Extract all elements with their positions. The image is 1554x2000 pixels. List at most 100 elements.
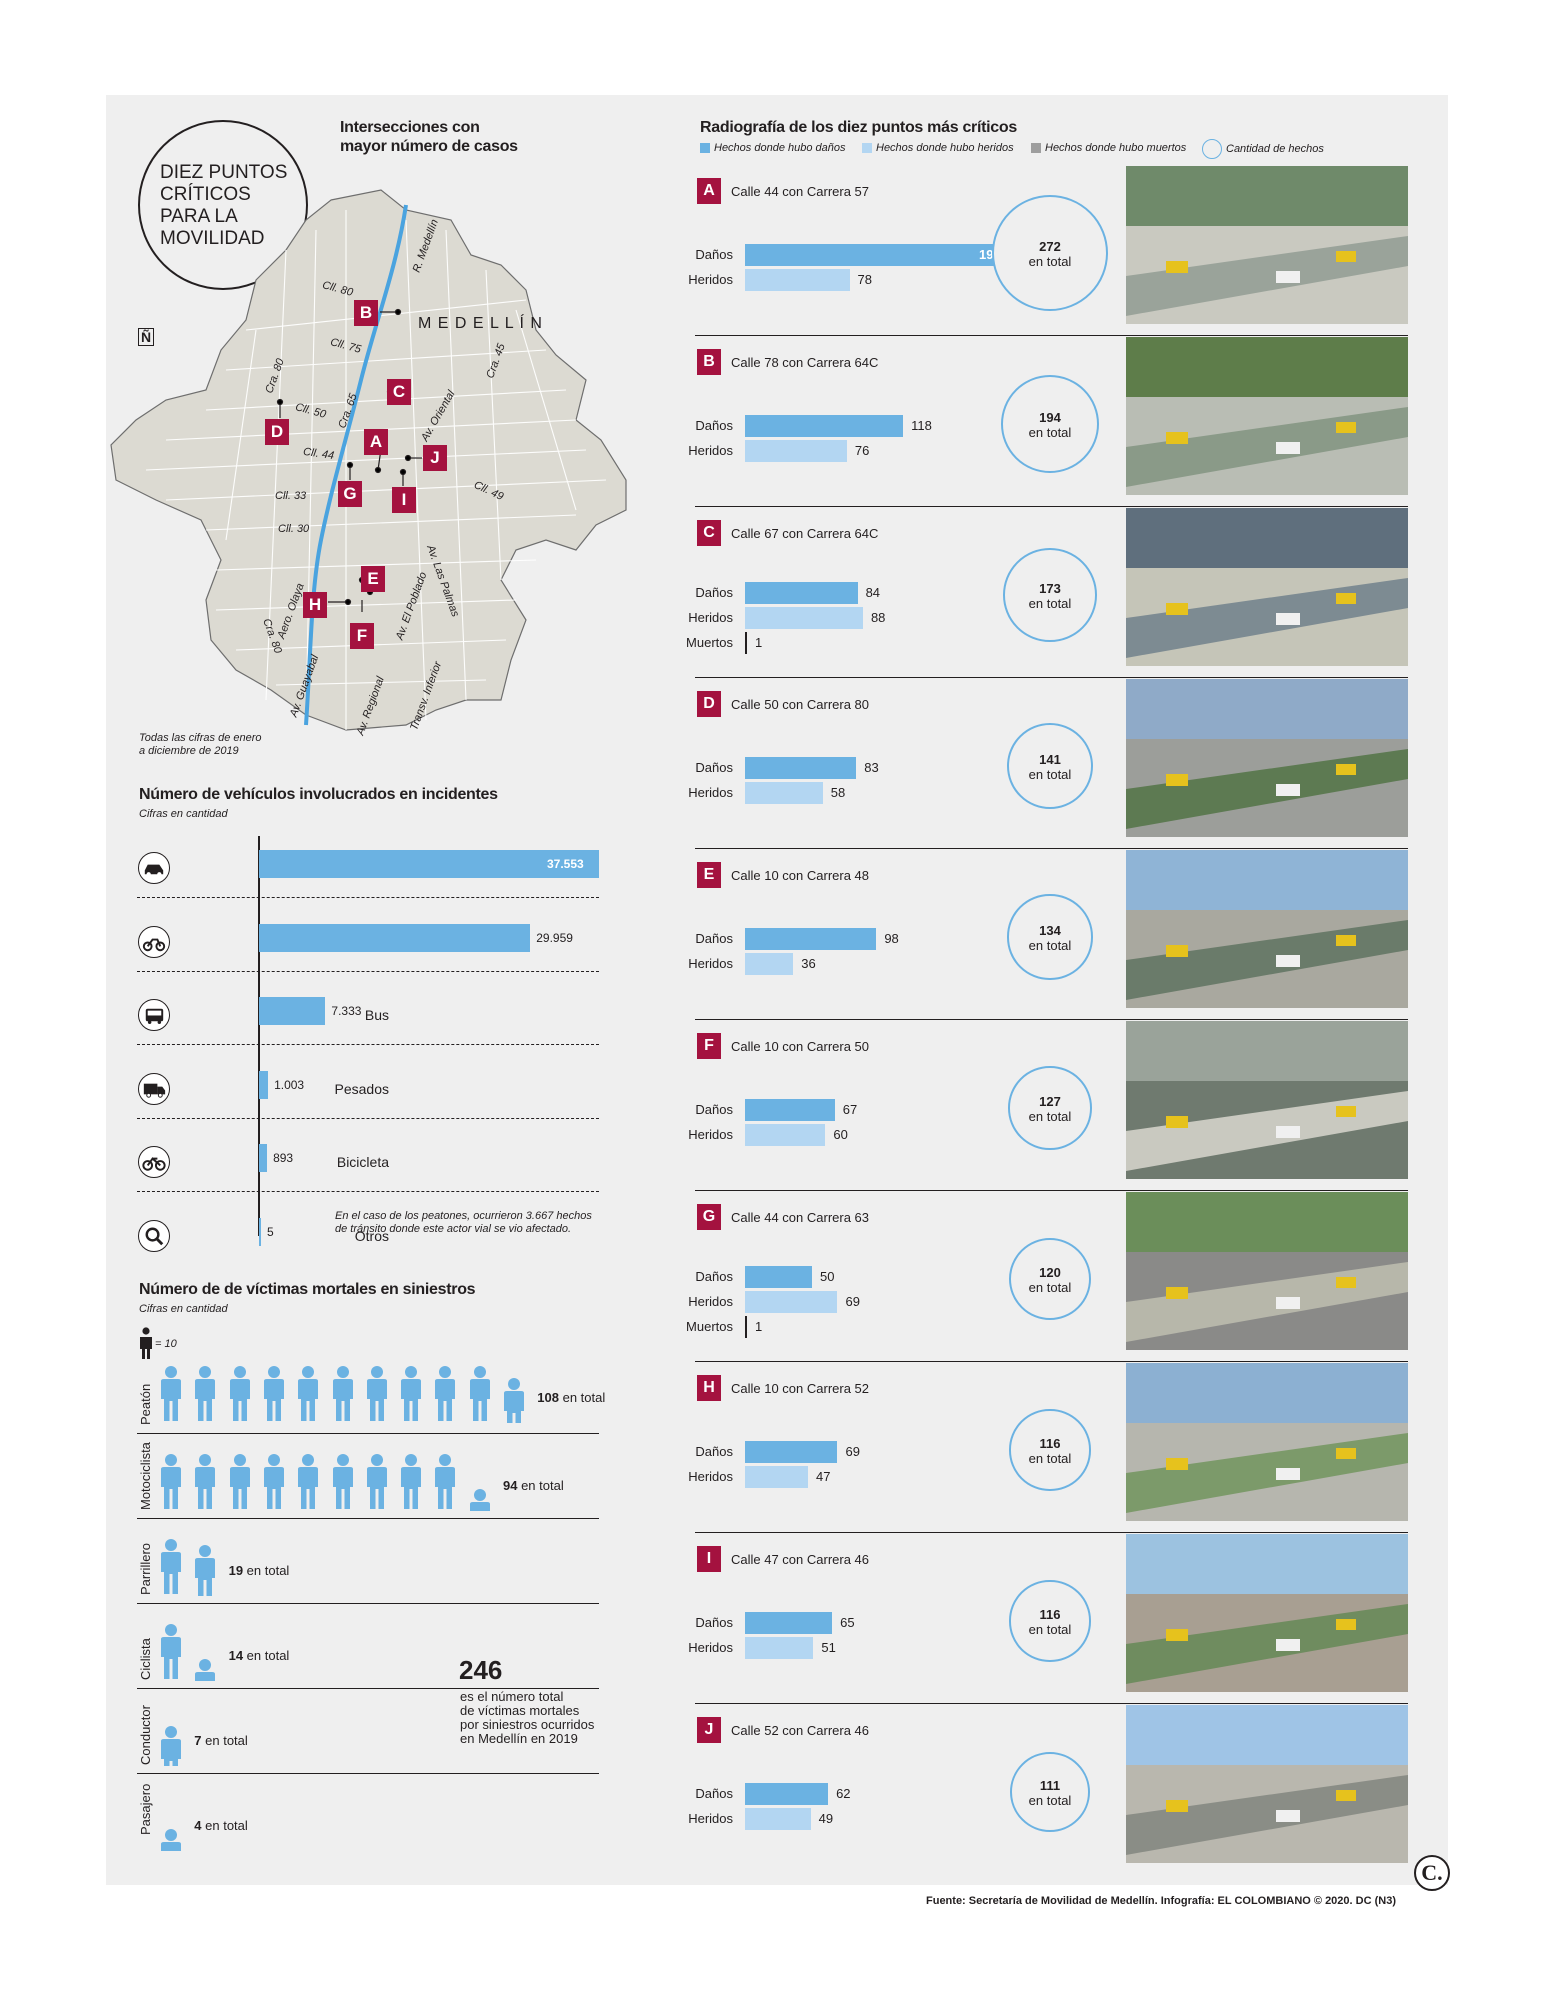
victim-total: 7 en total <box>194 1733 248 1748</box>
victims-subtitle: Cifras en cantidad <box>139 1303 228 1315</box>
map-marker-i[interactable]: I <box>392 487 416 513</box>
map-marker-b[interactable]: B <box>354 300 378 326</box>
point-total-value: 134 <box>1039 922 1061 938</box>
point-row-label: Daños <box>695 1786 733 1801</box>
intersection-photo <box>1126 1705 1408 1863</box>
map-marker-a[interactable]: A <box>364 429 388 455</box>
point-bar-value: 47 <box>815 1469 831 1484</box>
person-icon <box>295 1365 321 1423</box>
legend-label: Hechos donde hubo heridos <box>876 142 1014 154</box>
street-label: Cll. 33 <box>275 490 307 502</box>
victim-total: 94 en total <box>503 1478 564 1493</box>
point-total-ring: 173 en total <box>1003 548 1097 642</box>
point-total-ring: 194 en total <box>1000 374 1100 474</box>
map-marker-h[interactable]: H <box>303 592 327 618</box>
vehicle-label: Bus <box>364 1007 389 1023</box>
person-icon <box>467 1488 493 1511</box>
victim-total-suffix: en total <box>243 1648 290 1663</box>
point-total-value: 141 <box>1039 751 1061 767</box>
point-total-suffix: en total <box>1028 1450 1072 1466</box>
victim-category: Pasajero <box>138 1783 153 1835</box>
vehicle-separator <box>137 897 599 898</box>
point-row-label: Heridos <box>688 1640 733 1655</box>
victim-total-suffix: en total <box>517 1478 564 1493</box>
point-bar-danos <box>745 1441 838 1463</box>
point-total-ring: 134 en total <box>1007 894 1093 980</box>
vehicle-label: Bicicleta <box>336 1154 389 1170</box>
map-note: Todas las cifras de enero a diciembre de… <box>139 732 262 758</box>
legend-swatch <box>1031 143 1041 154</box>
map-marker-e[interactable]: E <box>361 566 385 592</box>
el-colombiano-logo: C. <box>1414 1855 1450 1891</box>
point-bar-value: 58 <box>830 785 846 800</box>
person-icon <box>432 1365 458 1423</box>
point-bar-danos <box>745 1612 833 1634</box>
point-name: Calle 67 con Carrera 64C <box>731 526 879 541</box>
victim-total: 19 en total <box>229 1563 290 1578</box>
point-bar-value: 88 <box>870 610 886 625</box>
victims-row-separator <box>137 1773 599 1774</box>
point-bar-heridos <box>745 1291 838 1313</box>
victim-category: Motociclista <box>138 1442 153 1510</box>
point-name: Calle 44 con Carrera 57 <box>731 184 870 199</box>
point-bar-value: 69 <box>845 1444 860 1459</box>
point-bar-value: 1 <box>755 635 763 650</box>
point-bar-value: 49 <box>818 1811 834 1826</box>
legend-swatch <box>862 143 872 154</box>
critical-point-j: J Calle 52 con Carrera 46 Daños 62 Heridos 49… <box>688 1705 1408 1887</box>
map-title-line: MOVILIDAD <box>160 228 265 249</box>
point-bar-danos <box>745 1099 835 1121</box>
point-total-suffix: en total <box>1028 1621 1072 1637</box>
critical-point-a: A Calle 44 con Carrera 57 Daños 194 Heridos 7… <box>688 166 1408 348</box>
victims-total-caption: es el número total de víctimas mortales … <box>460 1690 594 1746</box>
point-letter: G <box>697 1204 721 1230</box>
map-street-grid <box>145 210 607 730</box>
point-letter: J <box>697 1717 721 1743</box>
point-bar-value: 118 <box>911 418 932 433</box>
point-row-label: Heridos <box>688 443 733 458</box>
victim-total-suffix: en total <box>243 1563 290 1578</box>
point-bar-muertos <box>745 1316 747 1338</box>
point-name: Calle 50 con Carrera 80 <box>731 697 870 712</box>
person-icon <box>158 1725 184 1766</box>
vehicles-title: Número de vehículos involucrados en inci… <box>139 786 498 803</box>
medellin-river <box>304 204 408 726</box>
point-row-label: Heridos <box>688 785 733 800</box>
map-note-line: a diciembre de 2019 <box>139 745 239 757</box>
vehicle-separator <box>137 1044 599 1045</box>
map-marker-j[interactable]: J <box>423 445 447 471</box>
victims-total-caption-line: por siniestros ocurridos <box>460 1717 595 1732</box>
map-marker-g[interactable]: G <box>338 481 362 507</box>
victim-total: 108 en total <box>537 1390 605 1405</box>
vehicle-bar <box>259 1217 261 1246</box>
point-name: Calle 52 con Carrera 46 <box>731 1723 870 1738</box>
point-total-suffix: en total <box>1028 595 1072 611</box>
victim-total-value: 108 <box>537 1390 559 1405</box>
point-total-ring: 141 en total <box>1006 722 1094 810</box>
north-arrow-icon: Ñ <box>138 328 155 346</box>
map-subtitle-line: mayor número de casos <box>340 138 518 155</box>
map-marker-f[interactable]: F <box>350 623 374 649</box>
map-marker-d[interactable]: D <box>265 419 289 445</box>
point-total-suffix: en total <box>1028 1793 1072 1808</box>
legend-label: Cantidad de hechos <box>1226 142 1324 155</box>
vehicle-row: Bus 7.333 <box>137 990 599 1063</box>
legend-danos: Hechos donde hubo daños <box>700 142 846 154</box>
point-total-value: 194 <box>1039 409 1061 425</box>
vehicle-bar <box>259 1144 268 1172</box>
map-marker-c[interactable]: C <box>387 379 411 405</box>
victim-total-value: 4 <box>194 1818 202 1833</box>
point-separator <box>695 506 1408 507</box>
victims-row-separator <box>137 1518 599 1519</box>
vehicle-bar <box>259 923 531 952</box>
point-letter: F <box>697 1033 721 1059</box>
point-total-value: 111 <box>1039 1778 1061 1793</box>
victims-total-caption-line: es el número total <box>460 1689 564 1704</box>
point-total-suffix: en total <box>1028 1108 1072 1124</box>
point-bar-value: 67 <box>842 1102 858 1117</box>
point-name: Calle 10 con Carrera 50 <box>731 1039 870 1054</box>
point-bar-heridos <box>745 1808 811 1830</box>
point-total-suffix: en total <box>1028 254 1072 269</box>
vehicles-subtitle: Cifras en cantidad <box>139 808 228 820</box>
critical-point-f: F Calle 10 con Carrera 50 Daños 67 Heridos 60… <box>688 1021 1408 1203</box>
